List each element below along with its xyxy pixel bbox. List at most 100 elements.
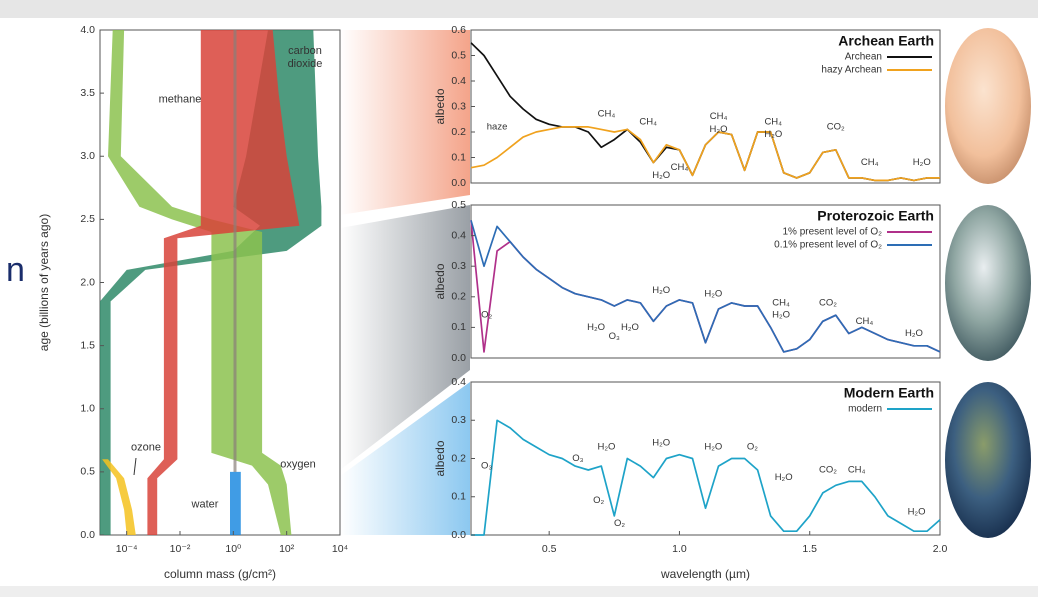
y-tick-label: 2.0 — [80, 276, 95, 288]
chart-line: 0.0 0.1 0.2 0.3 0.4 0.5 1.0 1.5 2.0 wavelength (µ… — [433, 376, 947, 581]
x-tick-label: 0.5 — [542, 543, 557, 555]
y-axis-label: age (billions of years ago) — [37, 214, 51, 351]
edge-letter: n — [6, 251, 25, 289]
band-label: carbon dioxide — [287, 45, 323, 70]
bottom-strip — [0, 586, 1038, 597]
wedge-modern — [340, 382, 470, 535]
annotation: CO₂ — [819, 464, 837, 475]
annotation: CH₄ — [671, 162, 689, 173]
y-tick-label: 0.4 — [451, 229, 466, 241]
y-tick-label: 0.2 — [451, 291, 466, 303]
legend-label: hazy Archean — [821, 65, 882, 76]
y-tick-label: 0.3 — [451, 414, 466, 426]
annotation: CH₄ — [639, 116, 657, 127]
annotation: H₂O — [913, 157, 931, 168]
y-tick-label: 0.5 — [451, 49, 466, 61]
plot-area — [470, 42, 940, 182]
plot-area — [470, 220, 941, 353]
y-tick-label: 0.5 — [80, 466, 95, 478]
ozone-pointer — [133, 457, 137, 476]
y-axis-label: albedo — [433, 88, 447, 124]
annotation: CH₄ — [848, 464, 866, 475]
annotation: H₂O — [710, 124, 728, 135]
y-tick-label: 1.0 — [80, 403, 95, 415]
annotation: H₂O — [587, 322, 605, 333]
planet-archean — [945, 28, 1031, 184]
annotation: CH₄ — [861, 157, 879, 168]
plot-frame — [470, 381, 941, 536]
x-tick-label: 10⁻² — [170, 543, 191, 555]
x-tick-label: 10⁰ — [225, 543, 242, 555]
annotation: CO₂ — [819, 297, 837, 308]
wedge-archean — [340, 30, 470, 215]
y-tick-label: 0.6 — [451, 24, 466, 36]
y-tick-label: 0.0 — [451, 352, 466, 364]
annotation: O₂ — [747, 442, 758, 453]
y-tick-label: 1.5 — [80, 339, 95, 351]
annotation: CH₄ — [856, 316, 874, 327]
annotation: H₂O — [598, 442, 616, 453]
x-tick-label: 1.5 — [802, 543, 817, 555]
band-label: methane — [158, 93, 202, 106]
annotation: H₂O — [704, 442, 722, 453]
y-tick-label: 0.2 — [451, 452, 466, 464]
planet-modern — [945, 382, 1031, 538]
y-axis-label: albedo — [433, 263, 447, 299]
x-axis-label: column mass (g/cm²) — [164, 567, 276, 581]
panel-title: Proterozoic Earth — [817, 208, 934, 224]
y-tick-label: 0.2 — [451, 126, 466, 138]
band-label: water — [191, 498, 219, 511]
annotation: H₂O — [908, 507, 926, 518]
y-tick-label: 0.0 — [451, 177, 466, 189]
annotation: CH₄ — [710, 111, 728, 122]
top-strip — [0, 0, 1038, 18]
annotation: O₂ — [593, 495, 604, 506]
x-tick-label: 10² — [279, 543, 295, 555]
annotation: O₃ — [481, 461, 492, 472]
annotation: haze — [487, 121, 508, 132]
annotation: H₂O — [905, 328, 923, 339]
y-tick-label: 0.1 — [451, 151, 466, 163]
x-tick-label: 10⁴ — [332, 543, 348, 555]
band-area — [108, 30, 292, 535]
panel-title: Modern Earth — [844, 385, 934, 401]
annotation: H₂O — [772, 310, 790, 321]
band-area — [102, 459, 136, 535]
annotation: H₂O — [775, 472, 793, 483]
spectrum-line — [470, 220, 941, 353]
y-tick-label: 0.3 — [451, 260, 466, 272]
chart-line: 0.00.10.20.30.40.50.6albedohazeCH₄CH₄H₂O… — [433, 24, 941, 189]
annotation: CO₂ — [827, 121, 845, 132]
y-tick-label: 0.0 — [451, 529, 466, 541]
legend-label: modern — [848, 404, 882, 415]
spectrum-line — [471, 419, 941, 536]
y-tick-label: 3.5 — [80, 87, 95, 99]
plot-area — [471, 419, 941, 536]
y-tick-label: 0.4 — [451, 75, 466, 87]
planet-proterozoic — [945, 205, 1031, 361]
band-label: oxygen — [280, 458, 316, 471]
y-tick-label: 3.0 — [80, 150, 95, 162]
y-tick-label: 0.0 — [80, 529, 95, 541]
x-tick-label: 2.0 — [933, 543, 948, 555]
legend-label: 0.1% present level of O₂ — [774, 240, 882, 251]
band-area — [230, 471, 241, 535]
annotation: H₂O — [652, 285, 670, 296]
annotation: O₂ — [481, 310, 492, 321]
band-label: ozone — [131, 441, 161, 454]
y-tick-label: 0.1 — [451, 491, 466, 503]
panel-title: Archean Earth — [838, 33, 934, 49]
x-axis-label: wavelength (µm) — [660, 567, 750, 581]
legend-label: 1% present level of O₂ — [783, 227, 883, 238]
y-tick-label: 2.5 — [80, 213, 95, 225]
annotation: CH₄ — [598, 109, 616, 120]
plot-area — [100, 30, 322, 535]
annotation: O₃ — [609, 331, 620, 342]
band-area — [147, 30, 300, 535]
annotation: CH₄ — [764, 116, 782, 127]
plot-frame — [470, 204, 941, 359]
legend-label: Archean — [845, 52, 882, 63]
annotation: O₃ — [572, 453, 583, 464]
annotation: H₂O — [652, 438, 670, 449]
